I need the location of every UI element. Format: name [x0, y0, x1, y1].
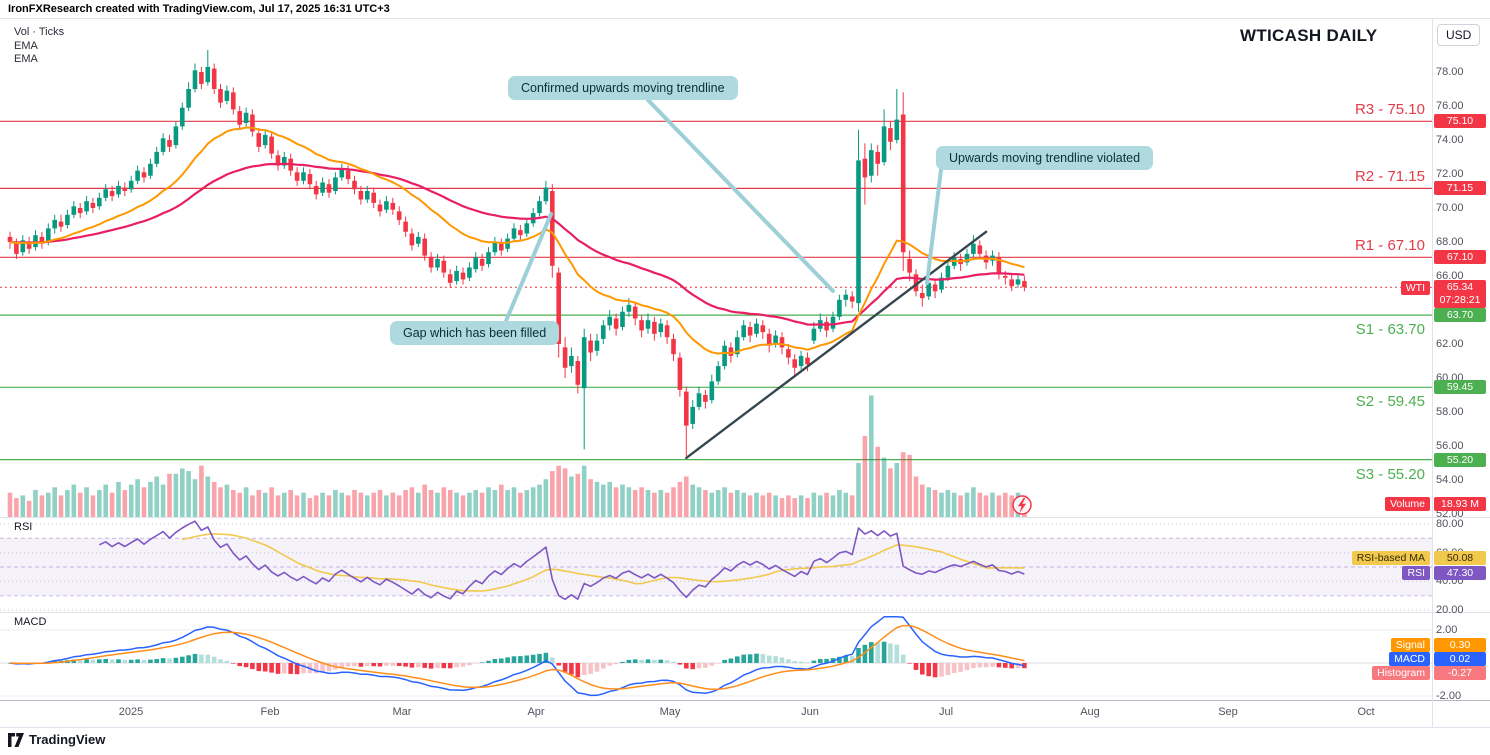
price-axis-tick: 70.00	[1436, 202, 1464, 214]
volume-value-badge: 18.93 M	[1434, 497, 1486, 511]
time-axis-label: Mar	[392, 706, 412, 718]
macd-value-badge: 0.02	[1434, 652, 1486, 666]
tradingview-logo-text: TradingView	[29, 732, 106, 747]
callout-trendline-violated[interactable]: Upwards moving trendline violated	[936, 146, 1154, 170]
time-axis-label: Jun	[801, 706, 819, 718]
price-axis-tick: 76.00	[1436, 100, 1464, 112]
macd-axis-tick: 2.00	[1436, 624, 1458, 636]
price-axis-tick: 56.00	[1436, 440, 1464, 452]
level-label-s1: S1 - 63.70	[1355, 321, 1425, 338]
price-axis-tick: 62.00	[1436, 338, 1464, 350]
rsi-axis-tick: 20.00	[1436, 604, 1464, 616]
level-price-badge-r2: 71.15	[1434, 181, 1486, 195]
lightning-icon[interactable]	[1012, 495, 1032, 515]
time-axis-label: 2025	[118, 706, 144, 718]
level-price-badge-s3: 55.20	[1434, 453, 1486, 467]
symbol-price-label: WTI	[1400, 281, 1430, 295]
histogram-label-badge: Histogram	[1372, 666, 1430, 680]
histogram-value-badge: -0.27	[1434, 666, 1486, 680]
macd-pane-label: MACD	[14, 616, 47, 628]
rsi-value-badge: 47.30	[1434, 566, 1486, 580]
currency-button[interactable]: USD	[1437, 24, 1481, 46]
level-price-badge-r3: 75.10	[1434, 114, 1486, 128]
price-axis-tick: 66.00	[1436, 270, 1464, 282]
level-price-badge-s1: 63.70	[1434, 308, 1486, 322]
price-axis-tick: 68.00	[1436, 236, 1464, 248]
level-label-s2: S2 - 59.45	[1355, 393, 1425, 410]
level-price-badge-r1: 67.10	[1434, 250, 1486, 264]
level-price-badge-s2: 59.45	[1434, 380, 1486, 394]
price-axis-tick: 54.00	[1436, 474, 1464, 486]
level-label-r1: R1 - 67.10	[1354, 237, 1425, 254]
time-axis-label: May	[659, 706, 681, 718]
callout-confirmed-trendline[interactable]: Confirmed upwards moving trendline	[508, 76, 738, 100]
price-axis-tick: 72.00	[1436, 168, 1464, 180]
time-axis-label: Aug	[1080, 706, 1100, 718]
signal-label-badge: Signal	[1390, 638, 1430, 652]
current-price-badge: 65.34 07:28:21	[1434, 280, 1486, 308]
time-axis-label: Apr	[527, 706, 545, 718]
attribution: IronFXResearch created with TradingView.…	[8, 3, 390, 15]
callout-gap-filled[interactable]: Gap which has been filled	[390, 321, 560, 345]
legend-ema-1[interactable]: EMA	[14, 39, 38, 52]
current-price: 65.34	[1446, 281, 1474, 293]
signal-value-badge: 0.30	[1434, 638, 1486, 652]
level-label-s3: S3 - 55.20	[1355, 466, 1425, 483]
level-label-r2: R2 - 71.15	[1354, 168, 1425, 185]
countdown-timer: 07:28:21	[1439, 294, 1481, 306]
price-axis-tick: 58.00	[1436, 406, 1464, 418]
symbol-title: WTICASH DAILY	[1240, 26, 1378, 45]
legend-ema-2[interactable]: EMA	[14, 53, 38, 65]
legend: Vol · Ticks EMA EMA	[14, 26, 64, 67]
rsi-ma-label-badge: RSI-based MA	[1351, 551, 1430, 565]
macd-label-badge: MACD	[1389, 652, 1430, 666]
rsi-label-badge: RSI	[1402, 566, 1430, 580]
time-axis-label: Feb	[260, 706, 280, 718]
level-label-r3: R3 - 75.10	[1354, 101, 1425, 118]
tradingview-logo-mark	[8, 732, 24, 747]
tradingview-logo[interactable]: TradingView	[8, 732, 105, 747]
rsi-pane-label: RSI	[14, 521, 33, 533]
rsi-axis-tick: 80.00	[1436, 518, 1464, 530]
macd-axis-tick: -2.00	[1436, 690, 1462, 702]
time-axis-label: Sep	[1218, 706, 1238, 718]
price-axis-tick: 78.00	[1436, 66, 1464, 78]
volume-label-badge: Volume	[1384, 497, 1430, 511]
time-axis-label: Oct	[1357, 706, 1375, 718]
price-axis-tick: 52.00	[1436, 508, 1464, 520]
time-axis-label: Jul	[938, 706, 954, 718]
legend-volume[interactable]: Vol · Ticks	[14, 26, 65, 38]
price-axis-tick: 74.00	[1436, 134, 1464, 146]
rsi-ma-value-badge: 50.08	[1434, 551, 1486, 565]
